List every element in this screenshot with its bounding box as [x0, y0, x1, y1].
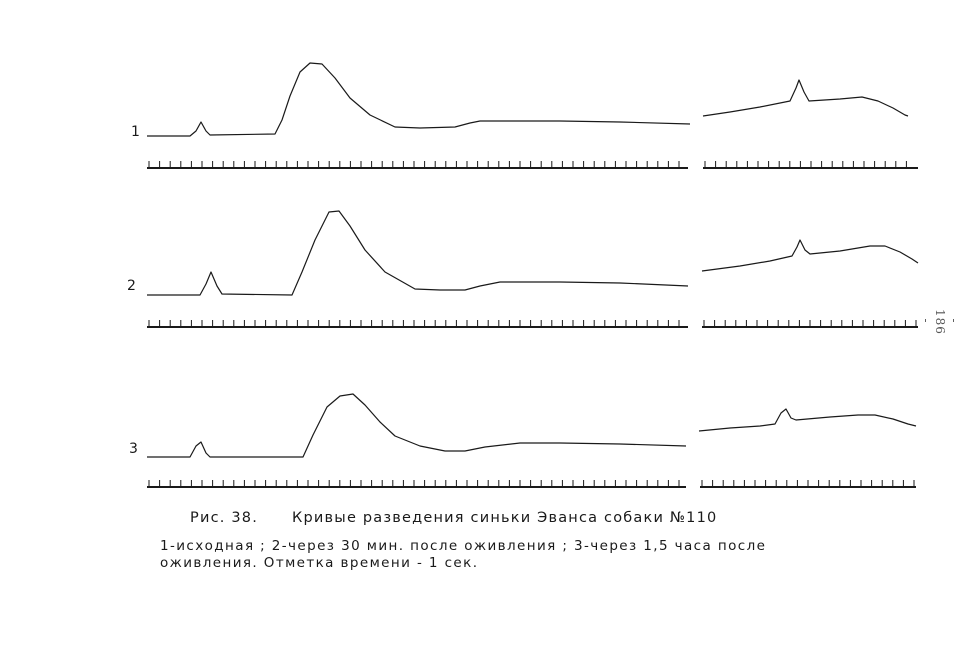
- curve-3-right-trace: [698, 408, 917, 432]
- figure-caption-line-2: оживления. Отметка времени - 1 сек.: [160, 555, 479, 571]
- curve-2-right-trace: [701, 239, 919, 272]
- figure-title: Кривые разведения синьки Эванса собаки №…: [292, 510, 718, 526]
- figure-caption-title: Рис. 38. Кривые разведения синьки Эванса …: [160, 510, 920, 526]
- curve-3-label: 3: [129, 441, 138, 457]
- curve-3-left-trace: [147, 393, 687, 458]
- figure-label: Рис. 38.: [190, 510, 259, 526]
- curve-1-label: 1: [131, 124, 140, 140]
- curve-2-label: 2: [127, 278, 136, 294]
- curve-2-left-trace: [147, 210, 689, 296]
- page-number: - 186 -: [919, 309, 961, 335]
- curve-1-left-trace: [147, 62, 691, 137]
- curve-1-right-trace: [702, 79, 909, 117]
- figure-caption-line-1: 1-исходная ; 2-через 30 мин. после оживл…: [160, 538, 767, 554]
